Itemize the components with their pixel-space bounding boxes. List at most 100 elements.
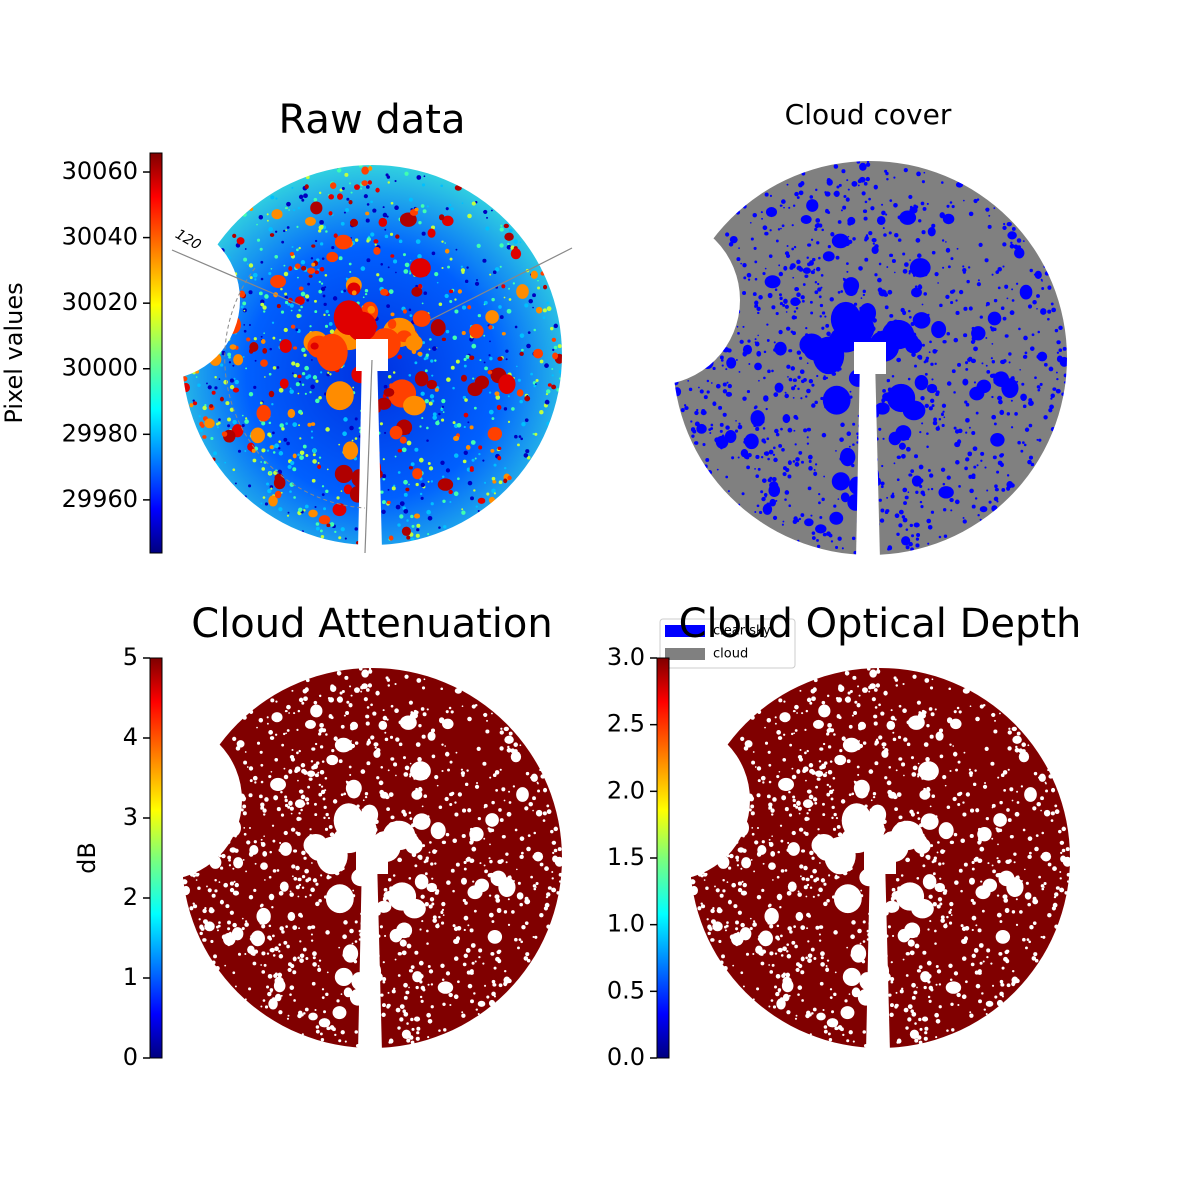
blob bbox=[999, 462, 1004, 468]
speckle bbox=[323, 816, 326, 820]
speckle bbox=[751, 812, 754, 815]
speckle bbox=[863, 528, 867, 532]
speckle bbox=[1058, 325, 1063, 331]
blob bbox=[497, 949, 502, 954]
speckle bbox=[272, 431, 275, 435]
speckle bbox=[364, 792, 369, 796]
blob bbox=[497, 859, 503, 864]
blob bbox=[367, 180, 373, 185]
speckle bbox=[806, 256, 809, 259]
speckle bbox=[889, 976, 895, 982]
speckle bbox=[338, 536, 342, 540]
blob bbox=[861, 516, 866, 521]
speckle bbox=[483, 209, 488, 215]
speckle bbox=[461, 1013, 466, 1018]
speckle bbox=[374, 425, 377, 429]
sky-image bbox=[689, 666, 1072, 1048]
speckle bbox=[910, 756, 914, 760]
speckle bbox=[997, 286, 1001, 290]
speckle bbox=[781, 224, 785, 228]
speckle bbox=[794, 191, 799, 197]
blob bbox=[896, 455, 901, 460]
speckle bbox=[903, 774, 905, 777]
colorbar-tick-label: 30000 bbox=[62, 354, 138, 382]
speckle bbox=[927, 542, 930, 545]
blob bbox=[783, 298, 788, 304]
speckle bbox=[970, 808, 975, 813]
blob bbox=[405, 487, 410, 492]
blob bbox=[800, 215, 812, 224]
speckle bbox=[962, 516, 965, 519]
speckle bbox=[764, 741, 769, 745]
blob bbox=[301, 768, 307, 774]
blob bbox=[297, 374, 302, 379]
speckle bbox=[542, 316, 546, 319]
speckle bbox=[338, 759, 343, 764]
speckle bbox=[423, 860, 427, 864]
speckle bbox=[810, 514, 813, 517]
speckle bbox=[778, 329, 783, 335]
speckle bbox=[817, 894, 820, 897]
blob bbox=[853, 550, 858, 555]
blob bbox=[1020, 393, 1027, 402]
speckle bbox=[420, 985, 425, 991]
blob bbox=[326, 523, 331, 528]
speckle bbox=[871, 371, 875, 375]
speckle bbox=[726, 854, 730, 858]
speckle bbox=[930, 398, 935, 403]
blob bbox=[503, 981, 508, 987]
speckle bbox=[1000, 773, 1005, 778]
colorbar-tick-label: 1.0 bbox=[607, 910, 645, 938]
speckle bbox=[244, 449, 247, 453]
speckle bbox=[443, 525, 447, 529]
speckle bbox=[345, 780, 348, 783]
speckle bbox=[248, 323, 252, 327]
speckle bbox=[753, 870, 756, 873]
speckle bbox=[972, 446, 978, 452]
speckle bbox=[820, 878, 826, 883]
speckle bbox=[866, 160, 870, 163]
speckle bbox=[921, 343, 925, 347]
colorbar-tick-label: 1.5 bbox=[607, 843, 645, 871]
speckle bbox=[550, 326, 554, 331]
speckle bbox=[263, 963, 267, 967]
blob bbox=[1002, 894, 1008, 900]
blob bbox=[990, 432, 1005, 447]
blob bbox=[759, 951, 764, 956]
speckle bbox=[243, 257, 248, 262]
speckle bbox=[365, 218, 370, 223]
blob bbox=[332, 1006, 347, 1020]
speckle bbox=[423, 357, 427, 361]
speckle bbox=[985, 1013, 988, 1016]
speckle bbox=[471, 846, 477, 852]
speckle bbox=[822, 813, 826, 817]
speckle bbox=[955, 460, 960, 465]
blob bbox=[863, 1044, 869, 1048]
speckle bbox=[297, 895, 300, 898]
speckle bbox=[486, 719, 488, 722]
speckle bbox=[791, 767, 794, 770]
speckle bbox=[519, 399, 523, 404]
speckle bbox=[526, 846, 531, 852]
speckle bbox=[360, 409, 363, 413]
speckle bbox=[1041, 831, 1045, 835]
speckle bbox=[936, 851, 939, 854]
speckle bbox=[712, 845, 717, 850]
speckle bbox=[199, 931, 203, 936]
speckle bbox=[298, 194, 304, 200]
speckle bbox=[484, 869, 488, 874]
blob bbox=[859, 868, 879, 887]
speckle bbox=[338, 256, 343, 261]
speckle bbox=[823, 375, 826, 378]
blob bbox=[769, 498, 777, 507]
speckle bbox=[245, 920, 248, 923]
blob bbox=[457, 289, 463, 294]
speckle bbox=[950, 1002, 954, 1006]
blob bbox=[672, 380, 679, 386]
speckle bbox=[858, 694, 861, 697]
speckle bbox=[532, 432, 535, 435]
speckle bbox=[326, 372, 331, 377]
speckle bbox=[483, 712, 488, 718]
speckle bbox=[232, 271, 235, 274]
speckle bbox=[866, 397, 870, 402]
